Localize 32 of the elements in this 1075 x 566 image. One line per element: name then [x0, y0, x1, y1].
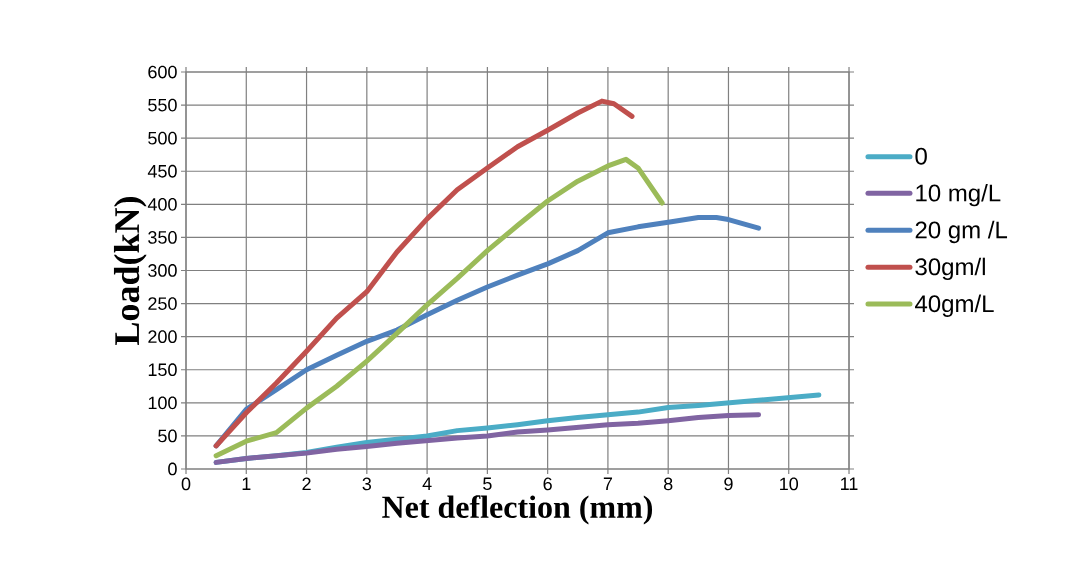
x-tick-label: 4 — [422, 477, 432, 490]
x-tick-label: 7 — [603, 477, 613, 490]
y-axis-title: Load(kN) — [113, 197, 147, 345]
y-tick-label: 600 — [148, 65, 177, 79]
y-tick-label: 500 — [148, 131, 177, 145]
x-tick-label: 5 — [483, 477, 492, 491]
x-tick-label: 0 — [181, 477, 191, 491]
y-tick-label: 300 — [148, 264, 177, 277]
x-tick-label: 9 — [724, 477, 733, 491]
x-tick-label: 10 — [780, 477, 799, 491]
legend-label: 0 — [915, 147, 927, 165]
y-tick-label: 0 — [168, 462, 177, 476]
x-tick-label: 8 — [663, 477, 673, 491]
legend-label: 40gm/L — [915, 294, 994, 317]
x-axis-title: Net deflection (mm) — [382, 495, 653, 525]
y-tick-label: 100 — [148, 396, 177, 410]
y-tick-label: 550 — [148, 98, 177, 112]
x-tick-label: 6 — [543, 477, 552, 491]
x-tick-label: 1 — [242, 477, 251, 490]
y-tick-label: 400 — [147, 197, 177, 211]
legend-label: 10 mg/L — [916, 183, 1001, 207]
x-tick-label: 3 — [362, 477, 372, 491]
y-tick-label: 200 — [148, 330, 177, 344]
y-tick-label: 350 — [148, 231, 177, 244]
legend-label: 30gm/l — [915, 257, 985, 281]
legend-label: 20 gm /L — [915, 220, 1008, 244]
x-tick-label: 2 — [302, 477, 311, 491]
y-tick-label: 250 — [148, 297, 177, 310]
x-tick-label: 11 — [841, 477, 858, 490]
y-tick-label: 450 — [147, 164, 177, 178]
y-tick-label: 50 — [158, 429, 177, 443]
y-tick-label: 150 — [148, 363, 177, 377]
